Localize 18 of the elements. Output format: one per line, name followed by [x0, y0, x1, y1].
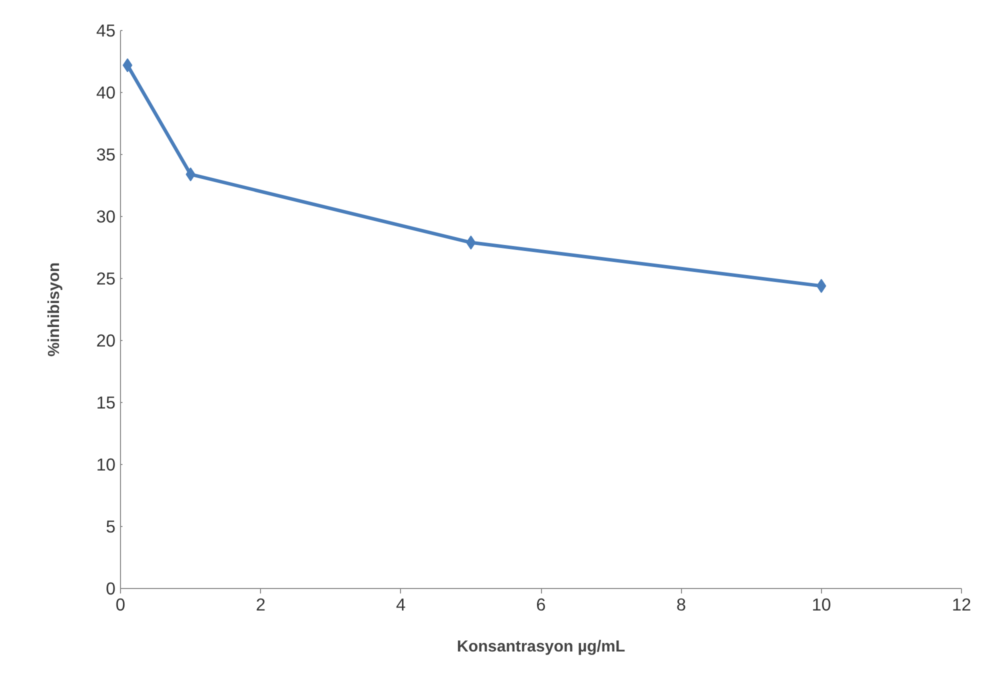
y-tick-label: 0 — [106, 578, 116, 598]
y-tick-label: 10 — [96, 454, 116, 474]
x-tick-label: 6 — [536, 594, 546, 614]
y-tick-label: 25 — [96, 268, 116, 288]
x-tick-label: 2 — [256, 594, 266, 614]
y-tick-label: 40 — [96, 82, 116, 102]
y-tick-label: 5 — [106, 516, 116, 536]
x-tick-label: 10 — [812, 594, 831, 614]
y-tick-label: 30 — [96, 206, 116, 226]
x-tick-label: 8 — [676, 594, 686, 614]
y-tick-label: 45 — [96, 20, 116, 40]
y-tick-label: 35 — [96, 144, 116, 164]
y-tick-label: 20 — [96, 330, 116, 350]
x-axis-title: Konsantrasyon µg/mL — [456, 638, 626, 656]
x-tick-label: 12 — [952, 594, 972, 614]
y-tick-label: 15 — [96, 392, 116, 412]
y-axis-title: %inhibisyon — [46, 262, 64, 357]
x-tick-label: 4 — [396, 594, 406, 614]
